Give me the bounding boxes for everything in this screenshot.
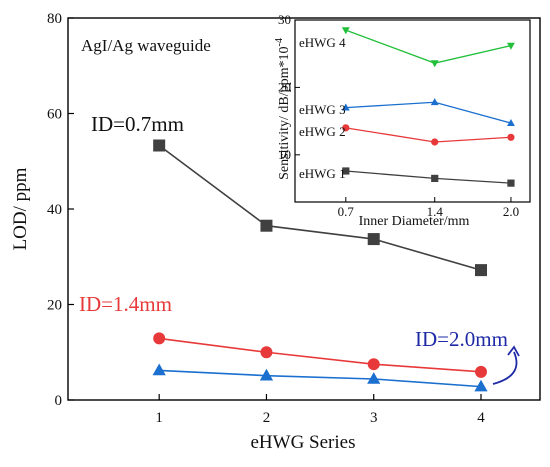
data-point (474, 379, 488, 392)
main-series-layer (152, 139, 488, 392)
inset-label-ehwg-2: eHWG 2 (299, 124, 346, 139)
inset-series-ehwg-2 (342, 124, 515, 146)
series-label-id-0-7: ID=0.7mm (91, 112, 184, 136)
data-point (260, 346, 273, 359)
data-point (475, 365, 487, 378)
data-point (260, 219, 273, 232)
inset-series-ehwg-4 (341, 27, 515, 68)
inset-y-axis-title: Sensitivity/ dB/ppm*10-4 (274, 38, 292, 180)
inset-y-tick-label: 30 (278, 12, 291, 27)
inset-series-layer (341, 27, 515, 187)
inset-data-point (507, 133, 515, 141)
data-point (152, 363, 166, 376)
inset-data-point (341, 103, 350, 111)
y-tick-label: 80 (47, 11, 62, 27)
inset-x-axis-title: Inner Diameter/mm (359, 214, 470, 229)
inset-data-point (342, 167, 350, 175)
main-axis-ticks: 0 20 40 60 80 1 2 3 4 (47, 11, 485, 426)
inset-data-point (431, 174, 439, 183)
x-tick-label: 3 (370, 410, 378, 426)
inset-series-ehwg-3 (341, 98, 515, 127)
series-label-id-2-0: ID=2.0mm (415, 327, 508, 351)
inset-x-tick-label: 2.0 (503, 204, 519, 219)
series-id-1-4mm (153, 332, 487, 378)
series-line (159, 337, 482, 373)
inset-x-tick-label: 0.7 (338, 204, 355, 219)
inset-y-axis-title-exponent: -4 (274, 38, 285, 46)
data-point (475, 264, 487, 277)
inset-data-point (431, 138, 439, 146)
data-point (153, 139, 166, 152)
inset-series-ehwg-1 (342, 167, 515, 187)
x-tick-label: 2 (263, 410, 271, 426)
inset-x-tick-label: 1.4 (427, 204, 444, 219)
inset-y-tick-label: 20 (278, 79, 291, 94)
y-tick-label: 0 (55, 393, 63, 409)
inset-data-point (430, 60, 439, 68)
y-axis-title: LOD/ ppm (10, 167, 31, 250)
series-id-0-7mm (153, 139, 487, 277)
y-tick-label: 20 (47, 298, 62, 314)
inset-data-point (507, 179, 515, 187)
x-axis-title: eHWG Series (251, 432, 356, 453)
annotation-arrow (492, 351, 518, 385)
inset-data-point (506, 118, 515, 127)
inset-y-tick-label: 10 (278, 147, 291, 162)
y-tick-label: 40 (47, 202, 62, 218)
inset-axis-ticks: 10 20 30 0.7 1.4 2.0 (278, 12, 519, 219)
y-tick-label: 60 (47, 107, 62, 123)
inset-data-point (506, 42, 515, 50)
inset-series-labels: eHWG 4 eHWG 3 eHWG 2 eHWG 1 (299, 35, 346, 181)
data-point (259, 368, 274, 381)
data-point (367, 358, 380, 371)
x-tick-label: 4 (477, 410, 485, 426)
data-point (153, 332, 166, 345)
inset-label-ehwg-4: eHWG 4 (299, 35, 346, 50)
annotation-arrowhead (507, 345, 520, 357)
inset-data-point (430, 98, 439, 106)
inset-label-ehwg-3: eHWG 3 (299, 102, 346, 117)
series-label-id-1-4: ID=1.4mm (79, 292, 172, 316)
inset-data-point (341, 27, 350, 35)
inset-y-axis-title-main: Sensitivity/ dB/ppm*10 (277, 46, 292, 179)
x-tick-label: 1 (155, 410, 163, 426)
data-point (367, 372, 381, 384)
series-id-2-0mm (152, 363, 488, 392)
inset-label-ehwg-1: eHWG 1 (299, 166, 346, 181)
data-point (367, 233, 380, 246)
series-line (158, 144, 482, 271)
inset-data-point (342, 124, 350, 132)
series-line (159, 369, 482, 388)
main-chart-title: AgI/Ag waveguide (81, 36, 211, 55)
